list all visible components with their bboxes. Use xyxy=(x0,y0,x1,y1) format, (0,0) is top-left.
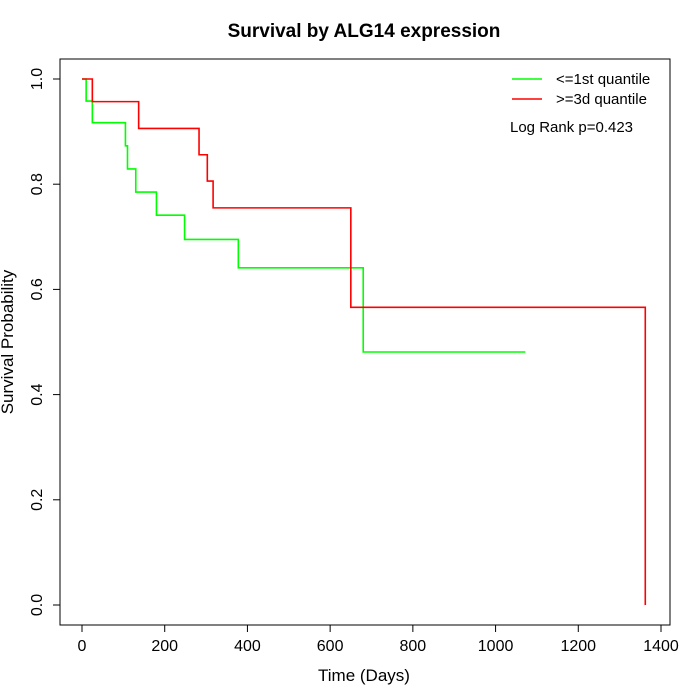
x-tick-label: 1000 xyxy=(478,638,514,655)
x-tick-label: 800 xyxy=(400,638,427,655)
x-tick-label: 400 xyxy=(234,638,261,655)
x-axis: 0 200 400 600 800 1000 1200 1400 xyxy=(78,624,679,655)
y-tick-label: 1.0 xyxy=(29,68,46,90)
y-axis: 0.0 0.2 0.4 0.6 0.8 1.0 xyxy=(29,68,61,616)
log-rank-annotation: Log Rank p=0.423 xyxy=(510,119,633,136)
series-layer xyxy=(82,78,647,605)
series-line-2 xyxy=(82,78,647,605)
x-tick-label: 600 xyxy=(317,638,344,655)
x-tick-label: 0 xyxy=(78,638,87,655)
y-tick-label: 0.0 xyxy=(29,594,46,616)
legend: <=1st quantile >=3d quantile xyxy=(512,71,650,108)
y-tick-label: 0.4 xyxy=(29,383,46,405)
x-axis-label: Time (Days) xyxy=(318,666,410,685)
chart-title: Survival by ALG14 expression xyxy=(228,21,501,42)
series-line-1 xyxy=(82,78,526,353)
y-axis-label: Survival Probability xyxy=(0,269,17,414)
y-tick-label: 0.6 xyxy=(29,278,46,300)
y-tick-label: 0.8 xyxy=(29,173,46,195)
x-tick-label: 1200 xyxy=(560,638,596,655)
plot-frame xyxy=(59,58,671,626)
legend-entry-label: <=1st quantile xyxy=(556,71,650,88)
legend-entry-label: >=3d quantile xyxy=(556,91,647,108)
y-tick-label: 0.2 xyxy=(29,489,46,511)
x-tick-label: 1400 xyxy=(643,638,679,655)
x-tick-label: 200 xyxy=(151,638,178,655)
